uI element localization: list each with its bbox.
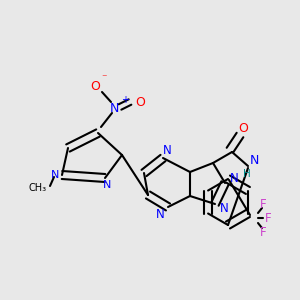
Text: N: N: [51, 170, 59, 180]
Text: ⁻: ⁻: [101, 73, 107, 83]
Text: F: F: [265, 212, 271, 226]
Text: +: +: [121, 95, 129, 105]
Text: F: F: [260, 226, 266, 238]
Text: N: N: [220, 202, 228, 214]
Text: N: N: [103, 180, 111, 190]
Text: N: N: [230, 172, 238, 185]
Text: F: F: [260, 199, 266, 212]
Text: N: N: [109, 101, 119, 115]
Text: O: O: [238, 122, 248, 134]
Text: N: N: [156, 208, 164, 220]
Text: N: N: [249, 154, 259, 167]
Text: H: H: [243, 169, 251, 179]
Text: O: O: [90, 80, 100, 94]
Text: N: N: [163, 143, 171, 157]
Text: CH₃: CH₃: [29, 183, 47, 193]
Text: O: O: [135, 95, 145, 109]
